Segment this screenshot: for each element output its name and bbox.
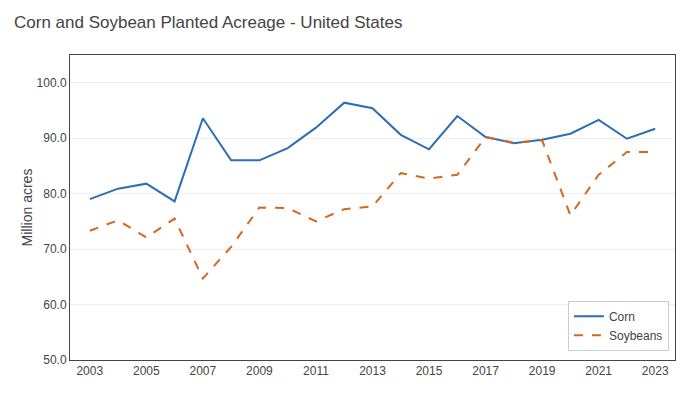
svg-text:60.0: 60.0 <box>43 298 67 312</box>
svg-text:70.0: 70.0 <box>43 242 67 256</box>
svg-text:90.0: 90.0 <box>43 131 67 145</box>
svg-text:Soybeans: Soybeans <box>609 329 662 343</box>
svg-text:Corn and Soybean Planted Acrea: Corn and Soybean Planted Acreage - Unite… <box>14 13 402 32</box>
svg-text:50.0: 50.0 <box>43 353 67 367</box>
svg-text:2005: 2005 <box>133 364 160 378</box>
svg-text:2007: 2007 <box>190 364 217 378</box>
svg-text:80.0: 80.0 <box>43 187 67 201</box>
svg-text:2009: 2009 <box>246 364 273 378</box>
svg-text:2023: 2023 <box>642 364 669 378</box>
svg-text:2003: 2003 <box>76 364 103 378</box>
svg-text:Corn: Corn <box>609 310 635 324</box>
svg-text:2017: 2017 <box>472 364 499 378</box>
svg-text:2019: 2019 <box>529 364 556 378</box>
svg-text:Million acres: Million acres <box>19 169 35 247</box>
svg-text:100.0: 100.0 <box>37 76 67 90</box>
svg-text:2011: 2011 <box>303 364 329 378</box>
svg-text:2013: 2013 <box>359 364 386 378</box>
svg-text:2015: 2015 <box>416 364 443 378</box>
svg-text:2021: 2021 <box>585 364 612 378</box>
